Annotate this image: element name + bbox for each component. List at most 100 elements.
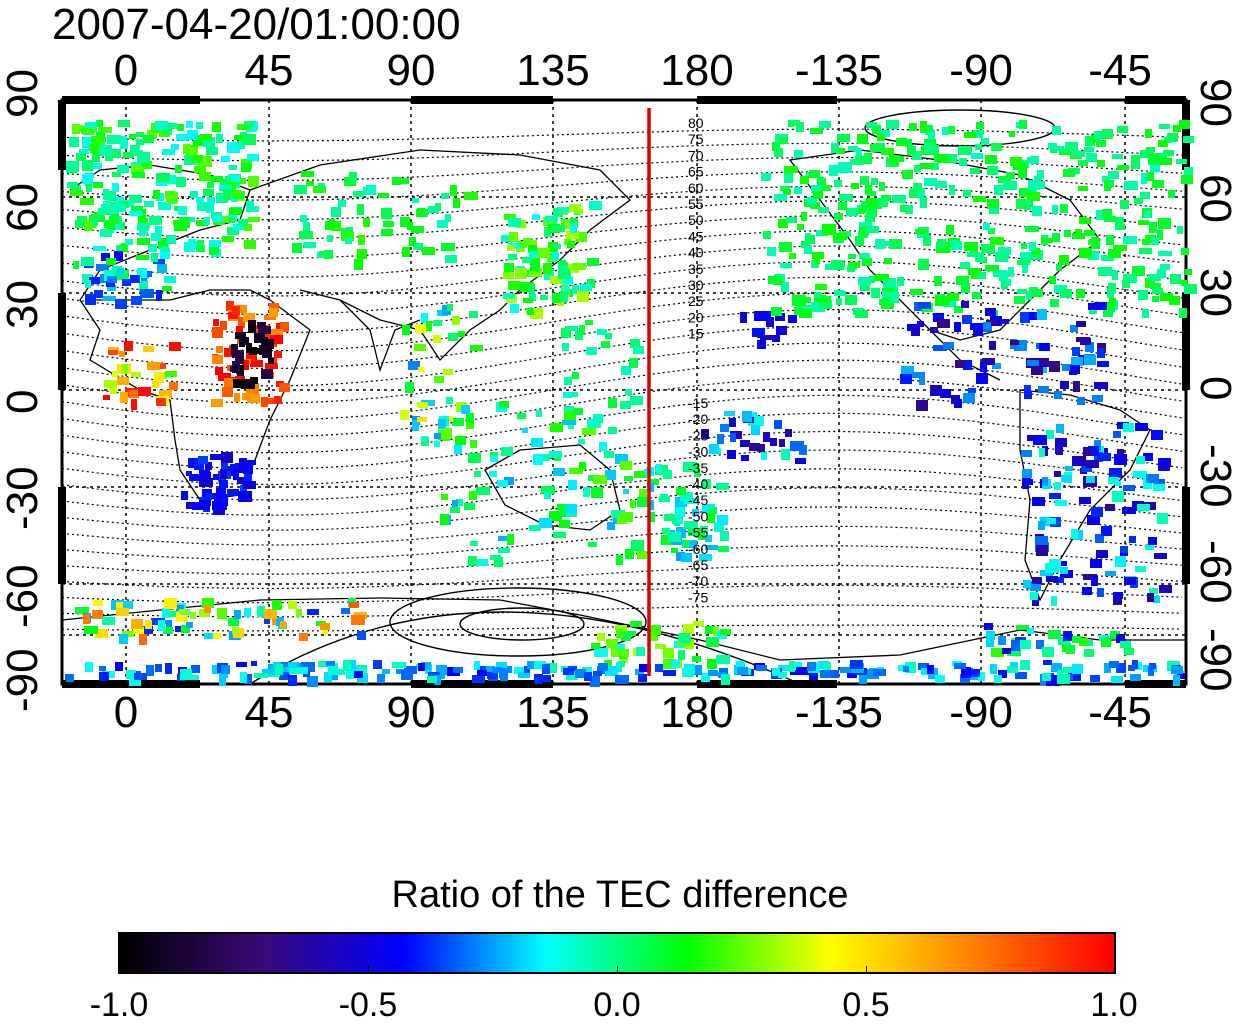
- tec-data-patch: [701, 673, 710, 682]
- tec-data-patch: [100, 127, 107, 133]
- tec-data-patch: [1049, 559, 1061, 569]
- tec-data-patch: [198, 456, 208, 464]
- tec-data-patch: [1114, 454, 1127, 465]
- tec-data-patch: [1184, 284, 1197, 294]
- tec-data-patch: [900, 374, 912, 384]
- tec-data-patch: [500, 673, 508, 681]
- tec-data-patch: [817, 178, 826, 185]
- tec-data-patch: [834, 213, 843, 220]
- tec-data-patch: [916, 400, 928, 411]
- tec-data-patch: [796, 667, 809, 675]
- tec-data-patch: [983, 223, 990, 230]
- tec-data-patch: [222, 236, 234, 242]
- tec-data-patch: [684, 521, 698, 529]
- tec-data-patch: [820, 670, 831, 678]
- tec-data-patch: [211, 176, 223, 182]
- magnetic-latitude-label: -25: [688, 427, 708, 443]
- tec-data-patch: [1122, 507, 1135, 514]
- tec-data-patch: [242, 360, 249, 370]
- x-tick-top-0: 0: [113, 46, 139, 95]
- tec-data-patch: [639, 489, 647, 499]
- tec-data-patch: [705, 626, 715, 634]
- tec-data-patch: [1063, 667, 1073, 673]
- border-bars-top: [62, 96, 1186, 104]
- tec-data-patch: [1154, 553, 1167, 559]
- tec-data-patch: [84, 626, 98, 634]
- tec-data-patch: [96, 264, 109, 271]
- tec-data-patch: [811, 302, 825, 312]
- tec-data-patch: [357, 631, 366, 640]
- tec-data-patch: [1116, 634, 1125, 643]
- tec-data-patch: [92, 218, 98, 225]
- tec-data-patch: [568, 480, 577, 490]
- tec-data-patch: [572, 263, 586, 270]
- tec-data-patch: [262, 350, 272, 358]
- magnetic-latitude-label: 30: [688, 277, 704, 293]
- tec-data-patch: [1087, 640, 1093, 646]
- tec-data-patch: [937, 319, 950, 328]
- tec-data-patch: [326, 661, 335, 666]
- tec-data-patch: [778, 665, 789, 671]
- tec-data-patch: [920, 163, 933, 169]
- tec-data-patch: [1148, 274, 1161, 281]
- tec-data-patch: [427, 676, 437, 683]
- tec-data-patch: [270, 335, 283, 344]
- tec-data-patch: [418, 367, 425, 372]
- tec-data-patch: [1173, 675, 1180, 686]
- tec-data-patch: [797, 305, 811, 312]
- tec-data-patch: [1057, 674, 1070, 684]
- tec-data-patch: [1123, 274, 1137, 283]
- tec-data-patch: [1152, 288, 1163, 294]
- tec-data-patch: [117, 268, 124, 275]
- tec-data-patch: [1147, 593, 1154, 602]
- tec-data-patch: [183, 144, 191, 154]
- tec-data-patch: [434, 441, 440, 447]
- tec-data-patch: [1158, 140, 1168, 147]
- tec-data-patch: [681, 553, 692, 562]
- tec-data-patch: [778, 219, 788, 228]
- tec-data-patch: [1090, 559, 1102, 568]
- tec-data-patch: [913, 183, 922, 191]
- tec-data-patch: [470, 345, 483, 351]
- y-tick-right-30: 30: [1191, 268, 1240, 317]
- tec-data-patch: [562, 343, 569, 351]
- tec-data-patch: [466, 423, 474, 429]
- tec-data-patch: [847, 265, 855, 272]
- y-tick-left-30: 30: [0, 280, 47, 329]
- tec-data-patch: [1000, 254, 1009, 259]
- tec-data-patch: [566, 231, 579, 239]
- tec-data-patch: [953, 241, 962, 250]
- tec-data-patch: [859, 226, 869, 235]
- tec-data-patch: [307, 676, 318, 687]
- tec-data-patch: [577, 291, 589, 302]
- magnetic-latitude-contour: [61, 525, 1183, 561]
- tec-data-patch: [292, 243, 302, 253]
- tec-data-patch: [1017, 260, 1030, 265]
- tec-data-patch: [250, 360, 263, 367]
- colorbar-mark: [866, 966, 867, 974]
- tec-data-patch: [557, 207, 570, 213]
- tec-data-patch: [437, 220, 448, 228]
- tec-data-patch: [827, 670, 839, 678]
- tec-data-patch: [702, 504, 715, 513]
- tec-data-patch: [110, 385, 117, 394]
- tec-data-patch: [244, 240, 256, 249]
- tec-data-patch: [661, 535, 672, 545]
- tec-data-patch: [1115, 217, 1124, 223]
- tec-data-patch: [143, 346, 154, 352]
- tec-data-patch: [792, 295, 806, 306]
- tec-data-patch: [507, 534, 514, 545]
- tec-data-patch: [210, 493, 221, 499]
- tec-data-patch: [721, 674, 730, 685]
- tec-data-patch: [1104, 663, 1111, 673]
- tec-data-patch: [522, 257, 532, 263]
- tec-data-patch: [119, 351, 125, 357]
- tec-data-patch: [99, 666, 106, 671]
- y-tick-left-minus30: -30: [0, 466, 47, 530]
- tec-data-patch: [920, 121, 927, 131]
- tec-data-patch: [860, 176, 869, 185]
- tec-data-patch: [804, 245, 812, 254]
- tec-data-patch: [896, 138, 907, 146]
- tec-data-patch: [319, 251, 329, 256]
- tec-data-patch: [120, 136, 127, 143]
